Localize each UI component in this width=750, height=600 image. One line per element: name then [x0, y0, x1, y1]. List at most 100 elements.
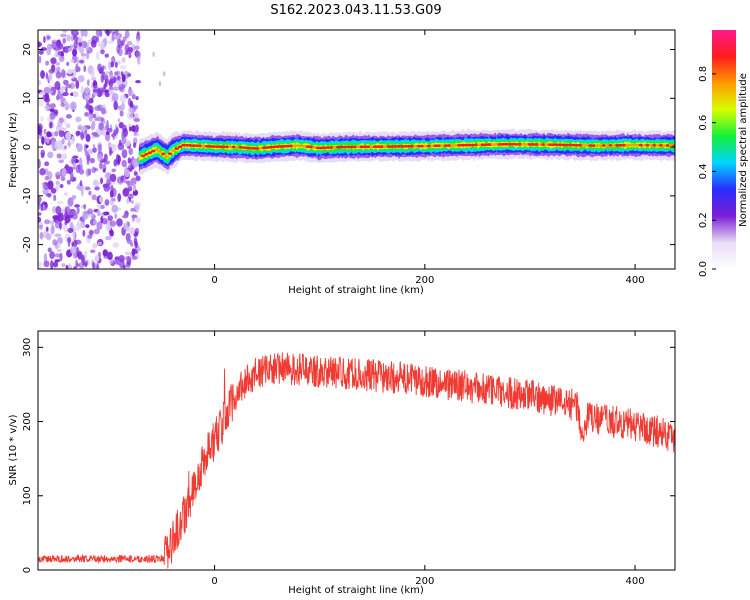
- noise-cell: [83, 30, 88, 38]
- noise-cell: [96, 154, 104, 162]
- noise-cell: [57, 241, 62, 249]
- noise-cell: [121, 159, 127, 168]
- noise-cell: [59, 87, 65, 94]
- signal-peak: [376, 145, 381, 149]
- noise-cell: [121, 149, 128, 159]
- signal-peak: [399, 144, 405, 148]
- noise-cell: [105, 132, 111, 142]
- noise-cell: [53, 194, 57, 202]
- noise-cell: [83, 259, 89, 266]
- noise-cell: [71, 195, 77, 200]
- signal-peak: [430, 144, 435, 148]
- noise-cell: [78, 59, 85, 64]
- signal-peak: [228, 145, 233, 149]
- noise-cell: [94, 254, 100, 263]
- noise-cell: [59, 127, 67, 131]
- signal-peak: [605, 144, 610, 147]
- signal-band-layer: [138, 140, 675, 161]
- noise-cell: [96, 210, 101, 217]
- noise-cell: [65, 163, 69, 171]
- noise-cell: [84, 186, 91, 191]
- noise-cell: [38, 41, 42, 48]
- noise-cell: [44, 161, 50, 167]
- noise-cell: [105, 222, 112, 232]
- snr-frame: [37, 330, 676, 571]
- colorbar-label: Normalized spectral amplitude: [738, 73, 749, 227]
- noise-cell: [38, 125, 42, 135]
- noise-cell: [66, 34, 71, 42]
- noise-cell: [129, 100, 134, 109]
- signal-peak: [167, 152, 173, 156]
- signal-peak: [574, 143, 580, 147]
- signal-peak: [278, 145, 284, 148]
- noise-cell: [128, 147, 133, 156]
- noise-cell: [85, 133, 91, 143]
- noise-cell: [93, 219, 97, 226]
- noise-cell: [112, 242, 120, 248]
- noise-cell: [90, 249, 96, 254]
- signal-peak: [218, 145, 223, 149]
- noise-cell: [111, 168, 117, 173]
- noise-cell: [131, 158, 139, 168]
- signal-peak: [356, 145, 361, 149]
- noise-cell: [48, 73, 53, 83]
- snr-ytick-label: 200: [22, 412, 33, 431]
- noise-cell: [50, 64, 56, 73]
- noise-cell: [104, 65, 107, 71]
- signal-peak: [507, 142, 512, 146]
- spectrogram-ylabel: Frequency (Hz): [8, 112, 19, 188]
- noise-cell: [62, 46, 66, 52]
- signal-peak: [497, 142, 502, 146]
- noise-cell: [119, 64, 127, 70]
- noise-cell: [117, 155, 121, 164]
- noise-cell: [86, 160, 90, 165]
- noise-cell: [79, 168, 85, 175]
- signal-peak: [413, 144, 418, 148]
- signal-peak: [366, 145, 371, 149]
- signal-peak: [618, 143, 623, 147]
- noise-cell: [92, 242, 98, 249]
- noise-cell: [55, 71, 62, 79]
- signal-peak: [383, 145, 388, 148]
- noise-cell: [107, 215, 114, 221]
- spectrogram-ytick-label: 10: [22, 92, 33, 105]
- noise-cell: [109, 196, 114, 206]
- signal-peak: [265, 146, 270, 149]
- noise-cell: [85, 102, 90, 109]
- noise-cell: [71, 241, 75, 248]
- signal-peak: [544, 143, 549, 146]
- noise-cell: [57, 212, 64, 222]
- signal-peak: [655, 143, 660, 147]
- noise-cell: [54, 233, 62, 237]
- noise-cell: [45, 60, 50, 66]
- noise-cell: [125, 225, 130, 232]
- noise-cell: [59, 221, 62, 230]
- signal-peak: [460, 143, 465, 147]
- noise-cell: [94, 134, 100, 138]
- signal-peak: [635, 143, 640, 147]
- signal-peak: [174, 147, 179, 151]
- noise-cell: [72, 48, 78, 57]
- noise-cell: [54, 171, 62, 176]
- noise-cell: [65, 123, 71, 129]
- noise-cell: [133, 132, 140, 137]
- noise-cell: [76, 185, 83, 190]
- noise-cell: [56, 200, 64, 205]
- noise-cell: [43, 253, 48, 263]
- noise-cell: [63, 117, 67, 125]
- noise-cell: [39, 231, 44, 240]
- signal-peak: [251, 146, 257, 150]
- noise-cell: [43, 86, 51, 96]
- noise-cell: [104, 89, 109, 94]
- noise-cell: [98, 122, 104, 131]
- signal-peak: [514, 142, 519, 146]
- spectrogram-xtick-label: 200: [415, 275, 434, 286]
- signal-peak: [628, 143, 634, 147]
- noise-cell: [75, 239, 82, 245]
- noise-cell: [82, 229, 86, 237]
- noise-cell: [64, 145, 67, 150]
- noise-cell: [86, 79, 90, 86]
- noise-cell: [104, 199, 110, 206]
- noise-cell: [128, 53, 132, 59]
- signal-peak: [262, 146, 267, 150]
